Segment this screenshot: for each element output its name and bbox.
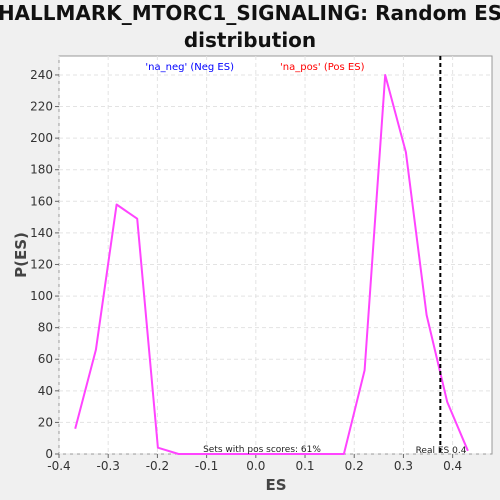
x-tick-label: -0.4: [47, 459, 70, 473]
series-line: [74, 74, 469, 455]
y-tick-label: 160: [30, 194, 53, 208]
y-tick-label: 0: [45, 447, 53, 461]
real-es-label: Real ES 0.4: [416, 446, 467, 456]
y-tick-label: 180: [30, 163, 53, 177]
x-tick-label: -0.3: [96, 459, 119, 473]
x-tick-label: 0.3: [394, 459, 413, 473]
series-layer: [74, 74, 469, 455]
x-tick-label: 0.4: [443, 459, 462, 473]
y-tick-label: 40: [38, 384, 53, 398]
legend-entry-pos: 'na_pos' (Pos ES): [280, 62, 365, 73]
y-tick-label: 200: [30, 131, 53, 145]
y-tick-label: 60: [38, 352, 53, 366]
pos-scores-annotation: Sets with pos scores: 61%: [203, 445, 321, 455]
x-tick-label: 0.2: [345, 459, 364, 473]
y-tick-label: 240: [30, 68, 53, 82]
y-tick-label: 140: [30, 226, 53, 240]
y-axis-label: P(ES): [12, 232, 30, 278]
y-tick-label: 120: [30, 257, 53, 271]
y-tick-label: 100: [30, 289, 53, 303]
chart-title-line-2: distribution: [184, 28, 316, 52]
legend-entry-neg: 'na_neg' (Neg ES): [145, 62, 234, 73]
plot-area: [58, 55, 493, 455]
y-tick-label: 220: [30, 100, 53, 114]
y-tick-label: 80: [38, 321, 53, 335]
axis-ticks: -0.4 -0.3 -0.2 -0.1 0.0 0.1 0.2 0.3 0.4 0 20 40 60 80…: [30, 68, 462, 473]
chart-title-line-1: HALLMARK_MTORC1_SIGNALING: Random ES: [0, 1, 500, 25]
x-tick-label: 0.1: [295, 459, 314, 473]
x-tick-label: -0.1: [195, 459, 218, 473]
x-tick-label: -0.2: [146, 459, 169, 473]
x-axis-label: ES: [265, 476, 286, 494]
legend: 'na_neg' (Neg ES) 'na_pos' (Pos ES): [145, 62, 364, 73]
y-tick-label: 20: [38, 415, 53, 429]
x-tick-label: 0.0: [246, 459, 265, 473]
